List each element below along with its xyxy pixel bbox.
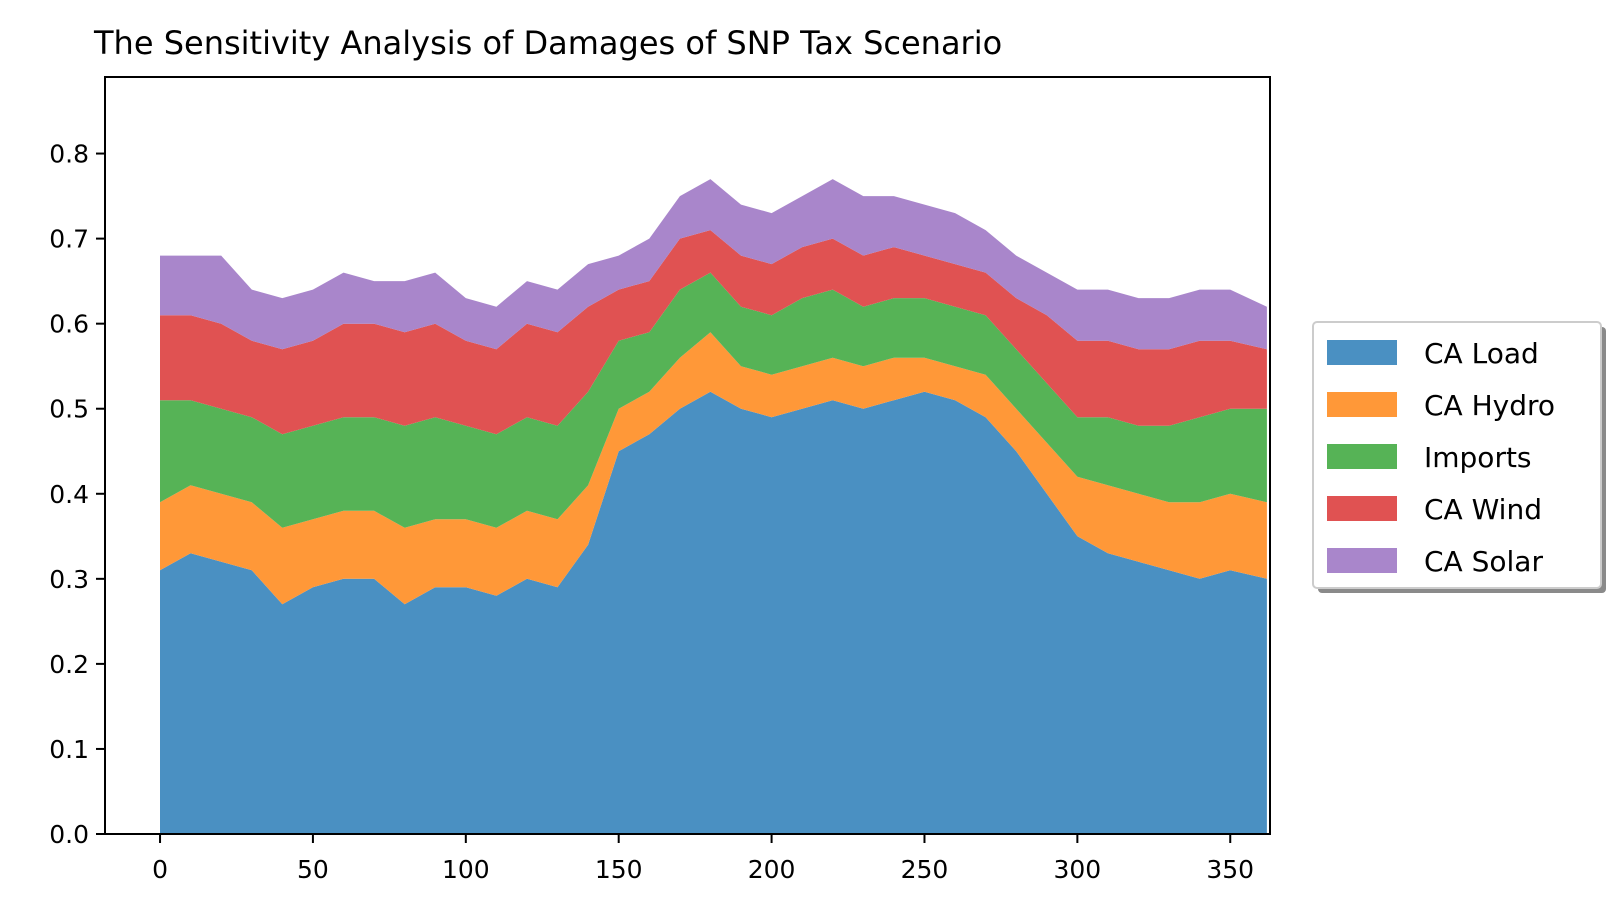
legend-swatch-imports bbox=[1327, 444, 1397, 469]
legend-label-imports: Imports bbox=[1424, 441, 1532, 474]
x-tick-label: 250 bbox=[901, 855, 949, 884]
y-tick-label: 0.7 bbox=[49, 225, 89, 254]
area-ca-hydro bbox=[160, 332, 1267, 605]
y-tick-label: 0.3 bbox=[49, 565, 89, 594]
y-tick-label: 0.0 bbox=[49, 820, 89, 849]
y-tick-label: 0.5 bbox=[49, 395, 89, 424]
area-ca-load bbox=[160, 391, 1267, 834]
legend-label-ca-load: CA Load bbox=[1424, 337, 1539, 370]
legend-box bbox=[1312, 321, 1602, 589]
x-tick-label: 300 bbox=[1054, 855, 1102, 884]
x-tick-label: 150 bbox=[595, 855, 643, 884]
y-tick-label: 0.8 bbox=[49, 140, 89, 169]
legend-swatch-ca-load bbox=[1327, 340, 1397, 365]
legend-label-ca-wind: CA Wind bbox=[1424, 493, 1542, 526]
y-tick-label: 0.4 bbox=[49, 480, 89, 509]
area-ca-wind bbox=[160, 230, 1267, 435]
legend-label-ca-hydro: CA Hydro bbox=[1424, 389, 1555, 422]
y-axis: 0.0 0.1 0.2 0.3 0.4 0.5 0.6 0.7 0.8 bbox=[49, 140, 105, 849]
y-tick-label: 0.2 bbox=[49, 650, 89, 679]
plot-frame bbox=[104, 76, 1271, 835]
legend-swatch-ca-solar bbox=[1327, 548, 1397, 573]
legend: CA Load CA Hydro Imports CA Wind CA Solar bbox=[1312, 321, 1606, 593]
legend-label-ca-solar: CA Solar bbox=[1424, 545, 1543, 578]
x-tick-label: 100 bbox=[442, 855, 490, 884]
legend-swatch-ca-hydro bbox=[1327, 392, 1397, 417]
y-tick-label: 0.1 bbox=[49, 735, 89, 764]
x-axis: 0 50 100 150 200 250 300 350 bbox=[152, 834, 1254, 884]
y-tick-label: 0.6 bbox=[49, 310, 89, 339]
area-series-group bbox=[160, 179, 1267, 834]
x-tick-label: 200 bbox=[748, 855, 796, 884]
x-tick-label: 350 bbox=[1206, 855, 1254, 884]
x-tick-label: 0 bbox=[152, 855, 168, 884]
legend-swatch-ca-wind bbox=[1327, 496, 1397, 521]
area-imports bbox=[160, 272, 1267, 528]
chart-title: The Sensitivity Analysis of Damages of S… bbox=[93, 24, 1002, 62]
area-ca-solar bbox=[160, 179, 1267, 350]
x-tick-label: 50 bbox=[297, 855, 329, 884]
